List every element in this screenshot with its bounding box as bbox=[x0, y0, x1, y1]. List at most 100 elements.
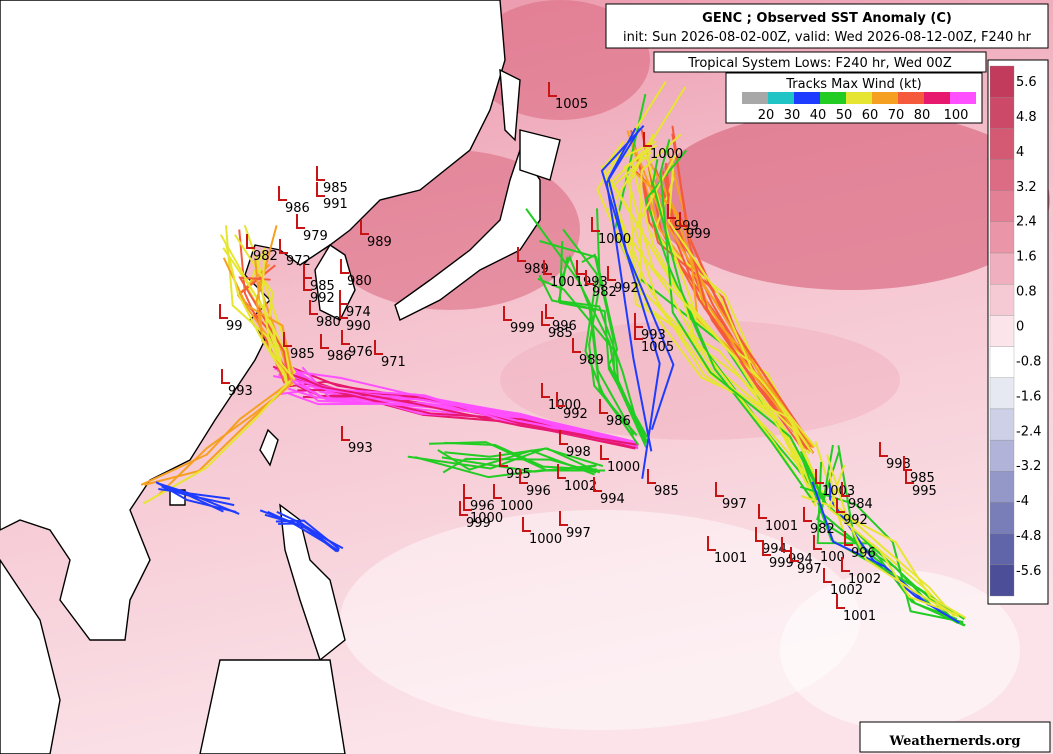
pressure-label: 999 bbox=[686, 227, 711, 242]
pressure-label: 996 bbox=[851, 546, 876, 561]
track bbox=[665, 145, 815, 449]
low-marker bbox=[556, 392, 565, 407]
pressure-label: 996 bbox=[552, 319, 577, 334]
pressure-label: 994 bbox=[788, 552, 813, 567]
track bbox=[610, 149, 816, 496]
low-marker bbox=[593, 477, 602, 492]
low-marker bbox=[541, 311, 550, 326]
colorbar-label: -5.6 bbox=[1016, 564, 1041, 579]
low-marker bbox=[219, 304, 228, 319]
pressure-label: 1000 bbox=[650, 147, 683, 162]
low-marker bbox=[341, 426, 350, 441]
low-marker bbox=[559, 511, 568, 526]
colorbar-cell bbox=[989, 346, 1015, 378]
low-marker bbox=[634, 325, 643, 340]
wind-color bbox=[820, 92, 846, 104]
low-marker bbox=[340, 259, 349, 274]
colorbar-label: 4 bbox=[1016, 145, 1024, 160]
low-marker bbox=[599, 399, 608, 414]
colorbar-label: 3.2 bbox=[1016, 180, 1037, 195]
low-marker bbox=[841, 557, 850, 572]
pressure-label: 1000 bbox=[500, 499, 533, 514]
pressure-label: 997 bbox=[722, 497, 747, 512]
low-marker bbox=[803, 507, 812, 522]
pressure-label: 99 bbox=[226, 319, 243, 334]
track bbox=[558, 241, 635, 436]
colorbar-label: 4.8 bbox=[1016, 110, 1037, 125]
pressure-label: 992 bbox=[614, 281, 639, 296]
low-marker bbox=[517, 247, 526, 262]
track bbox=[659, 139, 824, 499]
pressure-label: 982 bbox=[253, 249, 278, 264]
pressure-label: 993 bbox=[641, 328, 666, 343]
track bbox=[225, 244, 285, 376]
colorbar-label: -3.2 bbox=[1016, 459, 1041, 474]
pressure-label: 1005 bbox=[641, 340, 674, 355]
track bbox=[602, 140, 827, 502]
low-marker bbox=[585, 270, 594, 285]
low-marker bbox=[600, 445, 609, 460]
pressure-label: 1000 bbox=[529, 532, 562, 547]
colorbar-cell bbox=[989, 377, 1015, 410]
low-marker bbox=[647, 469, 656, 484]
pressure-label: 980 bbox=[347, 274, 372, 289]
land bbox=[0, 0, 561, 754]
pressure-label: 1005 bbox=[555, 97, 588, 112]
pressure-label: 1001 bbox=[843, 609, 876, 624]
low-marker bbox=[360, 220, 369, 235]
track bbox=[243, 224, 293, 386]
wind-legend: 20 30 40 50 60 70 80 100 bbox=[742, 92, 976, 123]
track bbox=[414, 456, 606, 479]
colorbar-cell bbox=[989, 502, 1015, 534]
pressure-label: 985 bbox=[323, 181, 348, 196]
track bbox=[537, 277, 648, 442]
pressure-label: 995 bbox=[912, 484, 937, 499]
low-marker bbox=[459, 501, 468, 516]
colorbar-label: 5.6 bbox=[1016, 75, 1037, 90]
pressure-label: 985 bbox=[290, 347, 315, 362]
wind-color bbox=[950, 92, 976, 104]
wind-tick-label: 50 bbox=[836, 108, 853, 123]
pressure-label: 994 bbox=[600, 492, 625, 507]
pressure-label: 986 bbox=[285, 201, 310, 216]
pressure-label: 993 bbox=[348, 441, 373, 456]
low-marker bbox=[905, 469, 914, 484]
wind-color bbox=[924, 92, 950, 104]
track bbox=[163, 487, 235, 507]
track bbox=[257, 277, 293, 385]
pressure-label: 986 bbox=[327, 349, 352, 364]
wind-color bbox=[794, 92, 820, 104]
low-marker bbox=[296, 214, 305, 229]
colorbar-label: 2.4 bbox=[1016, 215, 1037, 230]
wind-tick-label: 60 bbox=[862, 108, 879, 123]
track bbox=[259, 509, 338, 553]
pressure-label: 998 bbox=[566, 445, 591, 460]
low-marker bbox=[316, 182, 325, 197]
low-marker bbox=[790, 547, 799, 562]
colorbar-cell bbox=[989, 564, 1015, 597]
watermark: Weathernerds.org bbox=[889, 734, 1021, 749]
pressure-label: 991 bbox=[323, 197, 348, 212]
colorbar-label: -4 bbox=[1016, 494, 1029, 509]
pressure-label: 974 bbox=[346, 305, 371, 320]
track bbox=[596, 81, 817, 507]
colorbar-cell bbox=[989, 159, 1015, 191]
colorbar-cell bbox=[989, 97, 1015, 129]
track bbox=[261, 247, 296, 381]
colorbar-cell bbox=[989, 65, 1015, 98]
title: GENC ; Observed SST Anomaly (C) bbox=[702, 11, 952, 26]
low-marker bbox=[316, 166, 325, 181]
colorbar-cell bbox=[989, 190, 1015, 223]
pressure-label: 984 bbox=[848, 497, 873, 512]
track bbox=[283, 362, 639, 447]
pressure-label: 989 bbox=[579, 353, 604, 368]
low-marker bbox=[548, 82, 557, 97]
low-marker bbox=[374, 340, 383, 355]
pressure-label: 100 bbox=[820, 550, 845, 565]
track bbox=[287, 387, 637, 443]
wind-color bbox=[768, 92, 794, 104]
track bbox=[623, 144, 817, 502]
track bbox=[140, 382, 290, 486]
low-marker bbox=[279, 239, 288, 254]
